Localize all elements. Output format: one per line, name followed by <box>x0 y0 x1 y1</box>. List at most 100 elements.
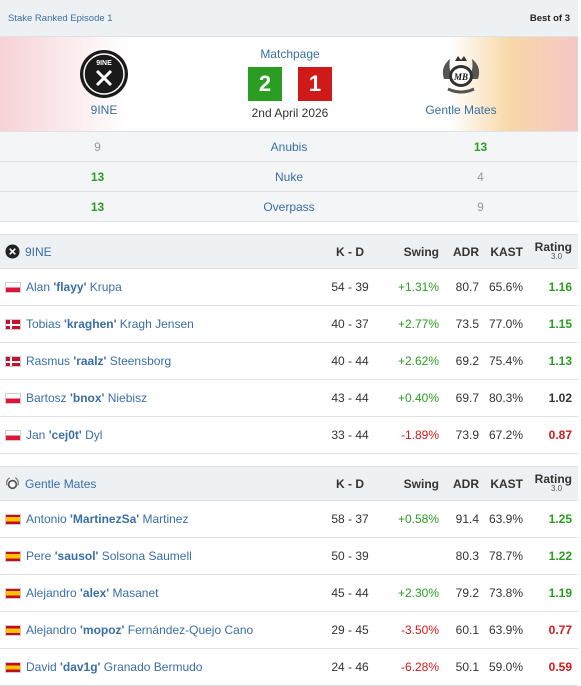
player-kast: 75.4% <box>488 354 523 368</box>
player-nickname: 'bnox' <box>70 391 105 405</box>
score-block: 2 1 <box>190 67 390 101</box>
header-kd: K - D <box>336 476 364 491</box>
player-rating: 1.25 <box>548 512 572 526</box>
player-swing: +2.77% <box>397 317 439 331</box>
player-nickname: 'kraghen' <box>64 317 117 331</box>
event-link[interactable]: Stake Ranked Episode 1 <box>8 12 113 24</box>
player-rating: 1.19 <box>548 586 572 600</box>
player-last-name: Solsona Saumell <box>98 549 192 563</box>
player-kd: 40 - 44 <box>331 354 369 368</box>
flag-es-icon <box>5 661 21 673</box>
player-row[interactable]: Alejandro 'alex' Masanet 45 - 44 +2.30% 79.… <box>0 575 578 612</box>
flag-es-icon <box>5 513 21 525</box>
player-nickname: 'cej0t' <box>48 428 82 442</box>
team2-logo[interactable]: MB <box>436 49 486 99</box>
player-swing: -3.50% <box>400 623 439 637</box>
team2[interactable]: MB Gentle Mates <box>411 49 511 117</box>
player-name[interactable]: Alejandro 'mopoz' Fernández-Quejo Cano <box>0 623 309 637</box>
player-name[interactable]: Tobias 'kraghen' Kragh Jensen <box>0 317 309 331</box>
player-row[interactable]: Tobias 'kraghen' Kragh Jensen 40 - 37 +2.7… <box>0 306 578 343</box>
player-swing: +2.62% <box>397 354 439 368</box>
player-row[interactable]: Pere 'sausol' Solsona Saumell 50 - 39 80.3… <box>0 538 578 575</box>
table-team-name[interactable]: 9INE <box>25 244 52 259</box>
team1-score: 2 <box>248 67 282 101</box>
player-row[interactable]: David 'dav1g' Granado Bermudo 24 - 46 -6.2… <box>0 649 578 686</box>
player-name[interactable]: Alan 'flayy' Krupa <box>0 280 309 294</box>
player-name[interactable]: Pere 'sausol' Solsona Saumell <box>0 549 309 563</box>
player-last-name: Granado Bermudo <box>100 660 203 674</box>
player-swing: +1.31% <box>397 280 439 294</box>
player-name-text[interactable]: Rasmus 'raalz' Steensborg <box>26 354 171 368</box>
player-row[interactable]: Alejandro 'mopoz' Fernández-Quejo Cano 29… <box>0 612 578 649</box>
player-name-text[interactable]: Alejandro 'alex' Masanet <box>26 586 158 600</box>
player-swing: -1.89% <box>400 428 439 442</box>
player-row[interactable]: Alan 'flayy' Krupa 54 - 39 +1.31% 80.7 65.6%… <box>0 269 578 306</box>
player-name-text[interactable]: Bartosz 'bnox' Niebisz <box>26 391 147 405</box>
player-row[interactable]: Rasmus 'raalz' Steensborg 40 - 44 +2.62% 69… <box>0 343 578 380</box>
flag-es-icon <box>5 550 21 562</box>
player-row[interactable]: Bartosz 'bnox' Niebisz 43 - 44 +0.40% 69.7 8… <box>0 380 578 417</box>
player-kd: 58 - 37 <box>331 512 369 526</box>
map-row[interactable]: 13 Nuke 4 <box>0 162 578 192</box>
player-name[interactable]: Rasmus 'raalz' Steensborg <box>0 354 309 368</box>
map-score-right: 13 <box>473 139 488 154</box>
header-rating-label: Rating <box>534 471 572 486</box>
team2-name[interactable]: Gentle Mates <box>425 103 497 117</box>
header-kd: K - D <box>336 244 364 259</box>
player-swing: +2.30% <box>397 586 439 600</box>
player-last-name: Steensborg <box>106 354 172 368</box>
team1-name[interactable]: 9INE <box>90 103 118 117</box>
player-row[interactable]: Jan 'cej0t' Dyl 33 - 44 -1.89% 73.9 67.2% 0.8… <box>0 417 578 454</box>
flag-es-icon <box>5 587 21 599</box>
flag-es-icon <box>5 624 21 636</box>
player-nickname: 'MartinezSa' <box>70 512 140 526</box>
player-kast: 63.9% <box>488 623 523 637</box>
map-row[interactable]: 9 Anubis 13 <box>0 132 578 162</box>
player-first-name: Alejandro <box>26 586 81 600</box>
player-kast: 67.2% <box>488 428 523 442</box>
player-swing: -6.28% <box>400 660 439 674</box>
flag-pl-icon <box>5 281 21 293</box>
svg-text:9INE: 9INE <box>96 60 112 67</box>
player-name-text[interactable]: David 'dav1g' Granado Bermudo <box>26 660 202 674</box>
player-adr: 80.3 <box>455 549 479 563</box>
player-name-text[interactable]: Pere 'sausol' Solsona Saumell <box>26 549 192 563</box>
table-team[interactable]: Gentle Mates <box>0 476 309 491</box>
player-name[interactable]: Alejandro 'alex' Masanet <box>0 586 309 600</box>
player-first-name: Rasmus <box>26 354 74 368</box>
player-name[interactable]: David 'dav1g' Granado Bermudo <box>0 660 309 674</box>
player-name[interactable]: Jan 'cej0t' Dyl <box>0 428 309 442</box>
player-name-text[interactable]: Jan 'cej0t' Dyl <box>26 428 102 442</box>
player-first-name: Alejandro <box>26 623 81 637</box>
player-name-text[interactable]: Alan 'flayy' Krupa <box>26 280 122 294</box>
player-last-name: Masanet <box>109 586 159 600</box>
player-row[interactable]: Antonio 'MartinezSa' Martinez 58 - 37 +0.5… <box>0 501 578 538</box>
map-name[interactable]: Overpass <box>263 199 315 214</box>
table-team[interactable]: 9INE <box>0 244 309 259</box>
header-kast: KAST <box>490 244 523 259</box>
team1[interactable]: 9INE 9INE <box>54 49 154 117</box>
player-name-text[interactable]: Alejandro 'mopoz' Fernández-Quejo Cano <box>26 623 253 637</box>
event-bar: Stake Ranked Episode 1 Best of 3 <box>0 0 578 37</box>
player-kast: 63.9% <box>488 512 523 526</box>
player-name-text[interactable]: Antonio 'MartinezSa' Martinez <box>26 512 188 526</box>
matchpage-link[interactable]: Matchpage <box>260 47 320 61</box>
map-score-left: 13 <box>90 169 105 184</box>
table-team-name[interactable]: Gentle Mates <box>25 476 97 491</box>
player-name[interactable]: Bartosz 'bnox' Niebisz <box>0 391 309 405</box>
player-nickname: 'mopoz' <box>80 623 125 637</box>
map-name[interactable]: Nuke <box>274 169 303 184</box>
player-name[interactable]: Antonio 'MartinezSa' Martinez <box>0 512 309 526</box>
player-adr: 73.9 <box>455 428 479 442</box>
team1-logo[interactable]: 9INE <box>79 49 129 99</box>
player-rating: 1.15 <box>548 317 572 331</box>
map-score-left: 13 <box>90 199 105 214</box>
team1-player-rows: Alan 'flayy' Krupa 54 - 39 +1.31% 80.7 65.6%… <box>0 269 578 454</box>
map-row[interactable]: 13 Overpass 9 <box>0 192 578 222</box>
header-swing: Swing <box>403 476 439 491</box>
player-name-text[interactable]: Tobias 'kraghen' Kragh Jensen <box>26 317 194 331</box>
map-name[interactable]: Anubis <box>270 139 308 154</box>
header-rating: Rating 3.0 <box>523 471 578 494</box>
flag-dk-icon <box>5 355 21 367</box>
player-last-name: Fernández-Quejo Cano <box>124 623 254 637</box>
